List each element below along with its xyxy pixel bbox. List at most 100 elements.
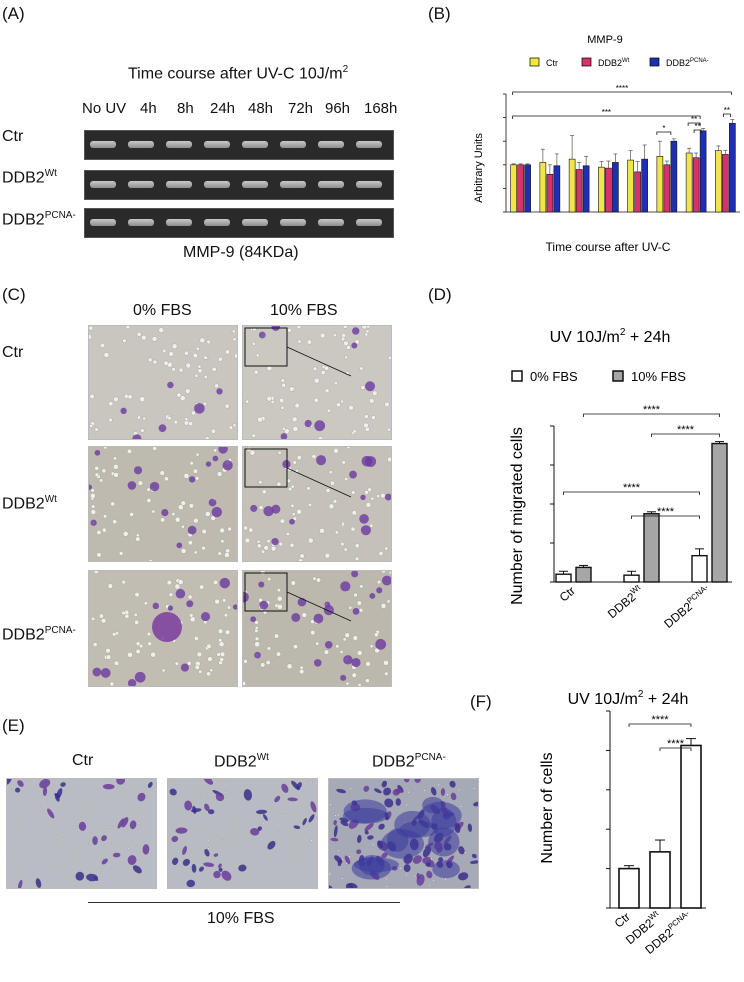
stained-cell <box>384 798 394 808</box>
stained-cell <box>450 792 457 801</box>
blot-band <box>128 141 154 148</box>
stained-cell <box>213 870 221 879</box>
micrograph <box>242 570 392 687</box>
pore <box>437 783 440 786</box>
pore <box>274 633 279 639</box>
pore <box>171 367 176 372</box>
x-tick-name: Ctr <box>557 584 578 605</box>
pore <box>364 414 369 419</box>
pore <box>261 549 265 554</box>
pore <box>266 395 272 402</box>
stained-cell <box>258 331 266 339</box>
stained-cell <box>313 659 322 667</box>
pore <box>464 851 467 854</box>
blot-strip-ctr <box>84 130 394 160</box>
pore <box>279 518 285 524</box>
pore <box>195 452 200 457</box>
pore <box>311 454 317 459</box>
pore <box>288 865 291 868</box>
stained-cell <box>158 424 167 433</box>
pore <box>352 635 358 641</box>
pore <box>192 353 198 359</box>
pore <box>201 529 207 535</box>
pore <box>188 421 194 427</box>
pore <box>193 518 199 524</box>
stained-cell <box>308 814 315 823</box>
pore <box>15 828 18 831</box>
pore <box>370 496 375 501</box>
stained-cell <box>120 407 127 414</box>
panel-e-footer: 10% FBS <box>207 910 275 927</box>
stained-cell <box>180 663 189 672</box>
pore <box>337 849 340 852</box>
pore <box>352 429 357 434</box>
pore <box>119 799 122 802</box>
pore <box>120 846 123 849</box>
pore <box>56 845 59 848</box>
pore <box>108 417 113 423</box>
pore <box>142 416 147 421</box>
stained-cell <box>329 884 333 888</box>
pore <box>89 334 92 340</box>
pore <box>211 428 216 434</box>
pore <box>47 800 50 803</box>
pore <box>350 526 356 532</box>
stained-cell <box>363 785 370 792</box>
sig-bracket <box>512 115 701 119</box>
pore <box>243 525 248 531</box>
stained-cell <box>243 591 249 603</box>
pore <box>384 671 389 676</box>
pore <box>197 364 202 369</box>
pore <box>458 788 461 791</box>
pore <box>201 825 204 828</box>
pore <box>344 477 349 481</box>
pore <box>189 461 194 466</box>
pore <box>141 334 147 341</box>
pore <box>11 856 14 859</box>
pore <box>428 884 431 887</box>
col-header-10fbs: 10% FBS <box>270 302 338 319</box>
stained-cell <box>356 849 362 855</box>
pore <box>121 580 126 585</box>
chart-f: UV 10J/m2 + 24h CtrDDB2WtDDB2PCNA-******… <box>539 689 706 957</box>
pore <box>222 598 227 603</box>
pore <box>381 571 386 574</box>
pore <box>251 433 256 438</box>
stained-cell <box>360 525 371 536</box>
pore <box>108 401 114 407</box>
pore <box>243 681 246 686</box>
stained-cell <box>404 779 410 783</box>
pore <box>290 580 296 586</box>
pore <box>343 340 349 346</box>
stained-cell <box>364 822 374 831</box>
pore <box>266 365 273 371</box>
pore <box>324 553 330 559</box>
pore <box>308 502 312 507</box>
sig-label: **** <box>643 404 661 416</box>
pore <box>328 470 333 475</box>
stained-cell <box>18 879 23 888</box>
pore <box>310 619 315 624</box>
pore <box>73 886 77 888</box>
pore <box>286 532 290 536</box>
stained-cell <box>101 858 108 865</box>
pore <box>423 789 426 792</box>
lane-label: 8h <box>177 100 194 117</box>
pore <box>168 592 174 597</box>
stained-cell <box>47 808 55 819</box>
pore <box>91 616 96 621</box>
cell-cluster <box>353 857 399 872</box>
blot-band <box>90 141 116 148</box>
pore <box>83 810 86 813</box>
pore <box>207 839 210 842</box>
pore <box>279 874 282 877</box>
x-tick-label: DDB2PCNA- <box>661 583 714 631</box>
sig-bracket <box>563 491 700 495</box>
stained-cell <box>167 381 174 389</box>
pore <box>388 355 391 360</box>
bar <box>663 164 671 213</box>
pore <box>158 327 164 333</box>
pore <box>276 651 281 657</box>
stained-cell <box>90 519 97 526</box>
pore <box>267 577 272 582</box>
